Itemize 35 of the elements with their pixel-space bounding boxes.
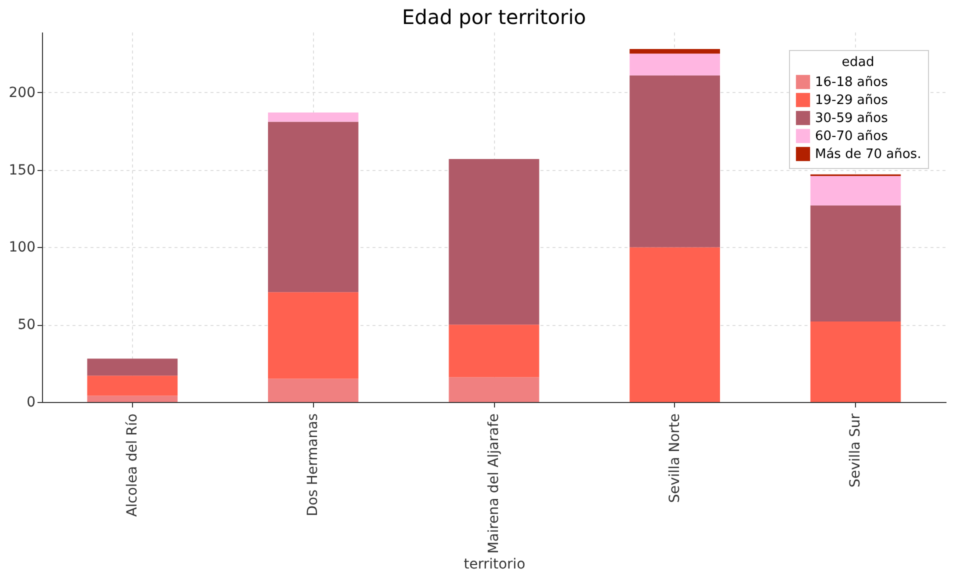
bar	[810, 205, 901, 322]
bar	[630, 54, 720, 76]
bar	[448, 324, 540, 378]
bar	[268, 122, 358, 292]
legend-label: 19-29 años	[815, 93, 888, 108]
bar	[810, 322, 901, 402]
legend-label: Más de 70 años.	[815, 147, 922, 162]
bar	[448, 158, 540, 325]
bar	[268, 292, 358, 379]
legend-label: 30-59 años	[815, 111, 888, 126]
y-tick-label: 200	[8, 84, 36, 101]
bar	[268, 378, 358, 402]
x-tick-label: Mairena del Aljarafe	[486, 414, 502, 554]
y-tick-label: 0	[26, 394, 36, 410]
x-tick-label: Alcolea del Río	[124, 414, 140, 517]
legend-title: edad	[842, 55, 874, 70]
x-tick-label: Sevilla Norte	[666, 414, 683, 503]
y-tick-label: 150	[8, 162, 36, 178]
y-tick-label: 100	[8, 240, 36, 256]
x-axis-title: territorio	[464, 556, 526, 573]
x-tick-label: Dos Hermanas	[305, 414, 322, 516]
bar	[87, 376, 178, 396]
y-tick-label: 50	[18, 317, 36, 334]
legend-label: 16-18 años	[815, 75, 888, 90]
bar	[630, 75, 720, 248]
bar	[87, 358, 178, 376]
bar	[630, 49, 720, 54]
bar	[630, 247, 720, 402]
bar	[268, 112, 358, 122]
chart-title: Edad por territorio	[402, 5, 586, 29]
x-tick-label: Sevilla Sur	[848, 413, 864, 488]
bar	[448, 377, 540, 402]
bar	[87, 396, 178, 402]
legend-label: 60-70 años	[815, 129, 888, 144]
bar	[810, 176, 901, 206]
